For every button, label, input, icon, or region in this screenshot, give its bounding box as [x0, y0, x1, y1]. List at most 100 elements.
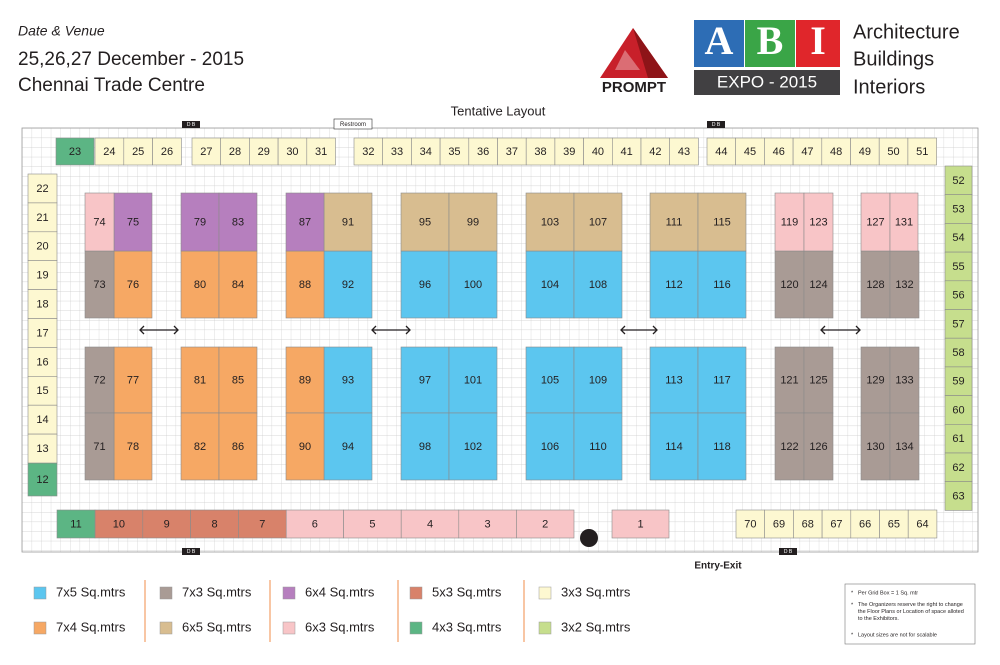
booth-label: 30 — [286, 146, 298, 158]
booth — [27, 318, 58, 348]
booth — [84, 412, 115, 481]
booth-label: 100 — [464, 279, 482, 291]
booth — [400, 509, 460, 539]
abi-letter: I — [810, 18, 826, 63]
booth-label: 26 — [161, 146, 173, 158]
aisle-arrows — [139, 325, 861, 335]
booth-label: 37 — [506, 146, 518, 158]
booth-label: 104 — [541, 279, 559, 291]
booth-label: 21 — [36, 212, 48, 224]
booth-label: 130 — [866, 441, 884, 453]
booth-label: 58 — [952, 347, 964, 359]
booth-label: 54 — [952, 232, 964, 244]
legend-swatch — [409, 621, 423, 635]
legend-dividers — [144, 580, 525, 642]
booth — [944, 423, 973, 454]
booth-label: 76 — [127, 279, 139, 291]
booth-label: 124 — [809, 279, 827, 291]
booth-label: 31 — [315, 146, 327, 158]
booth — [764, 137, 794, 166]
legend-swatch — [33, 586, 47, 600]
booth — [400, 192, 450, 252]
booth-label: 51 — [916, 146, 928, 158]
notes: * Per Grid Box = 1 Sq. mtr * The Organizers… — [851, 590, 965, 638]
booth-label: 128 — [866, 279, 884, 291]
booth-label: 97 — [419, 374, 431, 386]
booth-label: 50 — [887, 146, 899, 158]
booth — [55, 137, 95, 166]
booth-label: 133 — [895, 374, 913, 386]
booth — [439, 137, 470, 166]
venue-label: Date & Venue — [18, 23, 105, 39]
note-bullet: * — [851, 602, 854, 608]
booth — [649, 412, 699, 481]
booth-label: 120 — [780, 279, 798, 291]
legend-label: 3x3 Sq.mtrs — [561, 584, 631, 599]
booth — [889, 346, 920, 414]
booth-label: 25 — [132, 146, 144, 158]
booth-label: 35 — [448, 146, 460, 158]
booth — [27, 462, 58, 497]
booth — [180, 346, 220, 414]
booth — [889, 412, 920, 481]
pillar — [580, 529, 598, 547]
booth-label: 3 — [485, 518, 491, 530]
booth-label: 20 — [36, 241, 48, 253]
legend-label: 5x3 Sq.mtrs — [432, 584, 502, 599]
booth — [180, 412, 220, 481]
booth-label: 131 — [895, 216, 913, 228]
booth — [285, 346, 325, 414]
booth — [649, 192, 699, 252]
booth — [27, 173, 58, 204]
booth — [735, 137, 765, 166]
legend-label: 3x2 Sq.mtrs — [561, 619, 631, 634]
booth-label: 34 — [420, 146, 432, 158]
booth — [84, 192, 115, 252]
restroom-label: Restroom — [340, 122, 366, 128]
venue: Chennai Trade Centre — [18, 75, 205, 96]
booth — [448, 412, 498, 481]
booth — [889, 192, 919, 252]
booth-label: 12 — [36, 474, 48, 486]
booth — [764, 509, 794, 539]
booth-label: 43 — [678, 146, 690, 158]
booth-label: 42 — [649, 146, 661, 158]
booth — [113, 192, 153, 252]
booth — [944, 366, 973, 396]
prompt-text: PROMPT — [602, 79, 666, 96]
booth-label: 88 — [299, 279, 311, 291]
booth — [27, 231, 58, 262]
booth — [860, 250, 891, 319]
legend-swatch — [538, 621, 552, 635]
booth-label: 48 — [830, 146, 842, 158]
booth-label: 68 — [802, 518, 814, 530]
booth-label: 103 — [541, 216, 559, 228]
booth-label: 66 — [859, 518, 871, 530]
booth-label: 40 — [592, 146, 604, 158]
booth — [803, 412, 834, 481]
booth — [878, 137, 909, 166]
booth-label: 67 — [830, 518, 842, 530]
tagline: Architecture — [853, 21, 960, 43]
booth — [84, 250, 115, 319]
booth — [611, 509, 670, 539]
legend-label: 7x5 Sq.mtrs — [56, 584, 126, 599]
booth-label: 53 — [952, 203, 964, 215]
booth-label: 132 — [895, 279, 913, 291]
booth — [944, 337, 973, 368]
booth-label: 7 — [259, 518, 265, 530]
legend-swatch — [409, 586, 423, 600]
booth-label: 17 — [36, 327, 48, 339]
legend-swatch — [33, 621, 47, 635]
booth — [238, 509, 287, 539]
booth — [123, 137, 153, 166]
booth-label: 101 — [464, 374, 482, 386]
booth — [411, 137, 441, 166]
booth-label: 41 — [621, 146, 633, 158]
booth — [525, 192, 575, 252]
db-label: D B — [784, 549, 793, 555]
db-box — [707, 121, 725, 128]
booth — [382, 137, 412, 166]
booth — [323, 250, 373, 319]
